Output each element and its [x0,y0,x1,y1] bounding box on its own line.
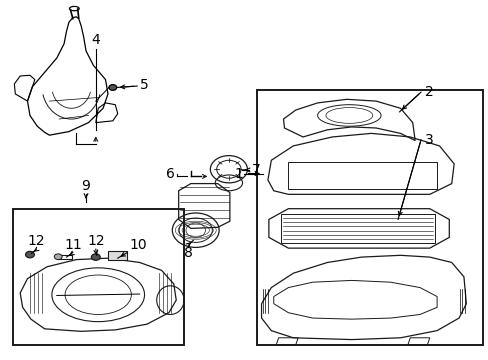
Bar [108,251,127,260]
Bar [281,214,434,243]
Bar [58,255,72,259]
Ellipse shape [91,254,100,260]
Ellipse shape [54,254,62,260]
Bar [256,90,483,345]
Text: 7: 7 [251,163,260,177]
Text: 11: 11 [64,238,81,252]
Text: 12: 12 [27,234,45,248]
Text: 12: 12 [87,234,104,248]
Text: 6: 6 [166,167,175,181]
Text: 8: 8 [183,246,192,260]
Bar [13,209,183,345]
Bar [288,162,436,189]
Text: 2: 2 [424,85,433,99]
Text: 5: 5 [140,78,148,92]
Ellipse shape [109,85,117,90]
Text: 3: 3 [424,133,433,147]
Text: 10: 10 [130,238,147,252]
Ellipse shape [25,251,34,258]
Text: 9: 9 [81,179,90,193]
Text: 1: 1 [234,167,243,181]
Text: 4: 4 [91,33,100,47]
